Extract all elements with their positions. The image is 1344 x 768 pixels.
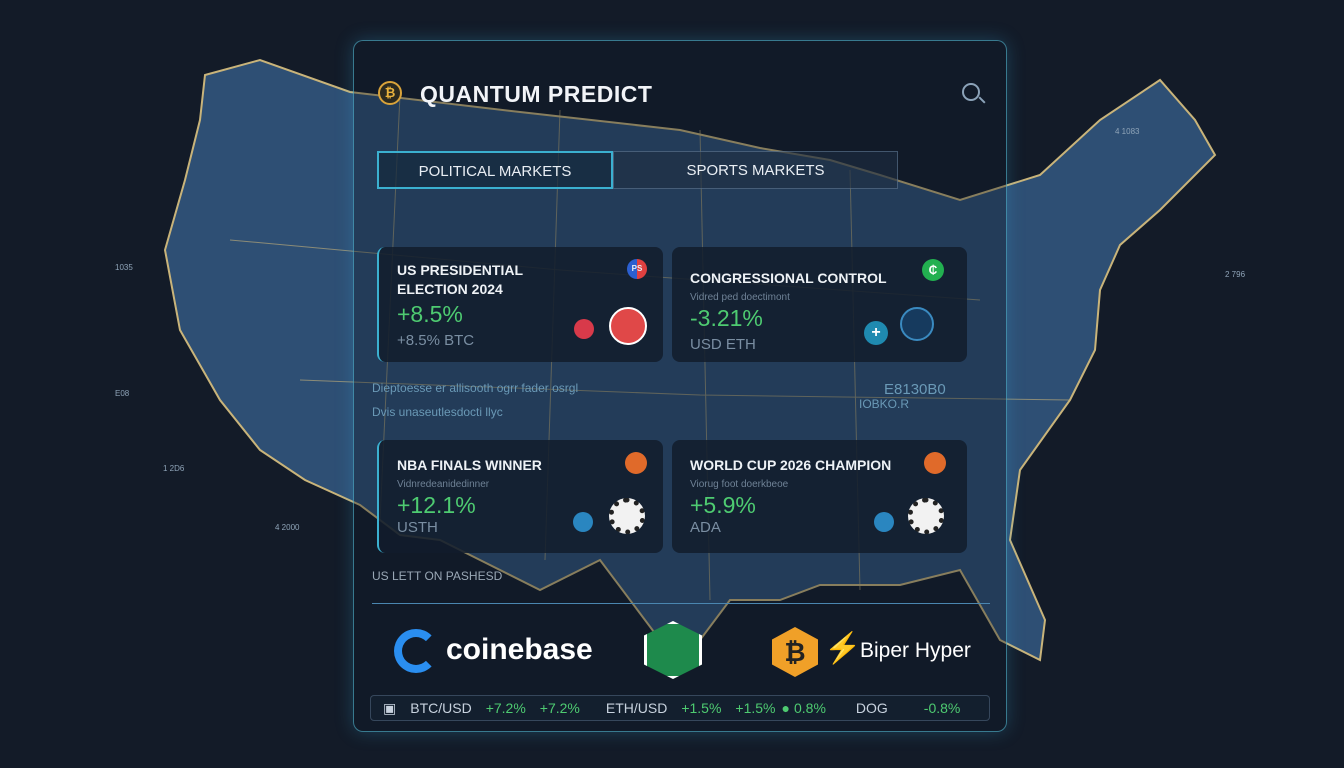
info-line: Dvis unaseutlesdocti llyc [372,405,503,419]
market-panel: ₿ QUANTUM PREDICT POLITICAL MARKETS SPOR… [353,40,1007,732]
search-icon[interactable] [962,83,980,101]
card-change: -3.21% [690,305,763,331]
card-change: +12.1% [397,492,476,518]
ticker-change: -0.8% [923,700,961,716]
card-title: US PRESIDENTIAL ELECTION 2024 [397,262,523,297]
ticker-change: +7.2% [485,700,526,716]
ticker-change: +1.5% [735,700,776,716]
dollar-hex-icon: ₵ [922,259,944,281]
vote-fist-icon [609,307,647,345]
card-title: WORLD CUP 2026 CHAMPION [690,457,892,473]
party-badge-icon: PS [627,259,647,279]
info-line: Dieptoesse er allisooth ogrr fader osrgl [372,381,579,395]
price-ticker: ▣ BTC/USD +7.2% +7.2% ETH/USD +1.5% +1.5% ● 0.8%… [370,695,990,721]
card-currency: ADA [690,519,721,536]
shield-logo-icon [644,621,702,679]
soccer-ball-icon [609,498,645,534]
ticker-change: +7.2% [539,700,580,716]
tab-sports-markets[interactable]: SPORTS MARKETS [613,151,898,189]
card-subtitle: Vidred ped doectimont [690,292,790,303]
plus-icon: + [864,321,888,345]
card-title: NBA FINALS WINNER [397,457,542,473]
election-icon [574,319,594,339]
side-code: IOBKO.R [859,397,910,411]
coin-icon [874,512,894,532]
card-change: +5.9% [690,492,756,518]
coin-icon [573,512,593,532]
basketball-icon [924,452,946,474]
coinebase-logo-icon [394,629,438,673]
brand-biper-hyper[interactable]: Biper Hyper [860,639,971,662]
soccer-ball-icon [908,498,944,534]
market-card[interactable]: US PRESIDENTIAL ELECTION 2024 +8.5% +8.5… [377,247,663,362]
bitcoin-logo-icon: ₿ [378,81,402,105]
ticker-change: +1.5% [681,700,722,716]
map-label: E08 [115,389,130,398]
lightning-icon: ⚡ [824,632,862,665]
basketball-icon [625,452,647,474]
card-title: CONGRESSIONAL CONTROL [690,270,887,286]
ticker-pair: DOG [855,700,888,716]
card-currency: USTH [397,519,438,536]
map-label: 1035 [115,263,133,272]
capitol-icon [900,307,934,341]
card-subtitle: Vidnredeanidedinner [397,479,490,490]
map-label: 4 2000 [275,523,300,532]
map-label: 1 2D6 [163,464,185,473]
tab-political-markets[interactable]: POLITICAL MARKETS [377,151,613,189]
market-card[interactable]: NBA FINALS WINNER Vidnredeanidedinner +1… [377,440,663,553]
bitcoin-hex-icon: ₿ [772,627,818,677]
market-card[interactable]: WORLD CUP 2026 CHAMPION Viorug foot doer… [672,440,967,553]
card-currency: +8.5% BTC [397,332,475,349]
side-code: E8130B0 [884,381,946,398]
ticker-pair: BTC/USD [410,700,472,716]
map-label: 2 796 [1225,270,1246,279]
ticker-change: 0.8% [793,700,826,716]
card-subtitle: Viorug foot doerkbeoe [690,479,789,490]
status-dot-icon: ● [781,700,790,716]
ticker-pair: ETH/USD [605,700,668,716]
brand-coinebase[interactable]: coinebase [446,633,593,666]
card-change: +8.5% [397,301,463,327]
section-label: US LETT ON PASHESD [372,569,503,583]
map-label: 4 1083 [1115,127,1140,136]
card-currency: USD ETH [690,336,756,353]
market-card[interactable]: CONGRESSIONAL CONTROL Vidred ped doectim… [672,247,967,362]
divider [372,603,990,604]
ticker-icon: ▣ [383,700,397,716]
app-title: QUANTUM PREDICT [420,81,653,107]
